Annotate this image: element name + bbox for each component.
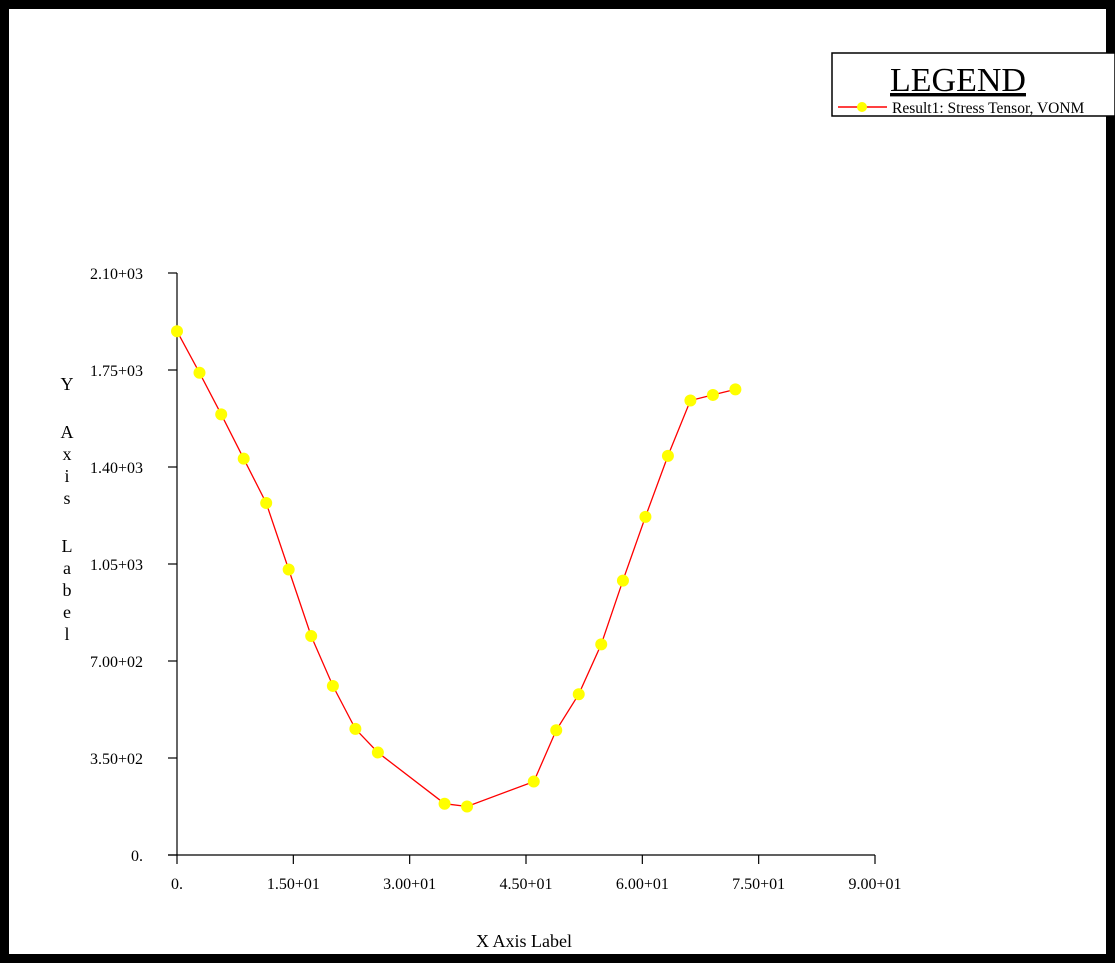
x-tick-label: 3.00+01 [383, 876, 436, 893]
legend-marker-swatch [857, 102, 867, 112]
data-point [550, 724, 563, 737]
data-point [706, 388, 719, 401]
x-tick-label: 6.00+01 [616, 876, 669, 893]
y-axis-label-char: A [61, 422, 74, 442]
y-tick-label: 2.10+03 [90, 266, 143, 283]
x-tick-label: 0. [171, 876, 183, 893]
data-point [371, 746, 384, 759]
y-tick-label: 1.05+03 [90, 557, 143, 574]
legend-box [831, 52, 1115, 117]
data-point [349, 722, 362, 735]
series-line [176, 330, 736, 808]
y-tick-label: 3.50+02 [90, 751, 143, 768]
y-tick-label: 7.00+02 [90, 654, 143, 671]
y-axis-label: Y Axis Label [61, 374, 74, 644]
y-axis-label-char: Y [61, 374, 74, 394]
x-tick-label: 7.50+01 [732, 876, 785, 893]
data-point [684, 394, 697, 407]
data-point [171, 325, 183, 338]
data-point [282, 563, 295, 576]
legend: LEGEND Result1: Stress Tensor, VONM [831, 52, 1115, 117]
y-axis-label-char: x [63, 444, 72, 464]
legend-title: LEGEND [890, 62, 1026, 99]
data-point [595, 638, 608, 651]
data-point [305, 630, 318, 643]
y-axis-label-char: i [64, 466, 69, 486]
data-point [527, 775, 540, 788]
y-axis-label-char: e [63, 602, 71, 622]
y-tick-label: 1.40+03 [90, 460, 143, 477]
data-point [237, 452, 250, 465]
x-tick-label: 1.50+01 [267, 876, 320, 893]
data-point [438, 797, 451, 810]
series-points [171, 325, 742, 813]
y-axis-label-char: b [63, 580, 72, 600]
y-ticks: 0. 3.50+02 7.00+02 1.05+03 1.40+03 1.75+03 2.1… [90, 266, 177, 865]
y-tick-label: 1.75+03 [90, 363, 143, 380]
y-axis-label-char: l [64, 624, 69, 644]
y-axis-label-char: s [63, 488, 70, 508]
data-point [326, 679, 339, 692]
legend-entry-label: Result1: Stress Tensor, VONM [892, 100, 1085, 117]
data-point [729, 383, 742, 396]
y-axis-label-char: L [62, 536, 73, 556]
data-point [260, 497, 273, 510]
data-point [661, 449, 674, 462]
data-point [639, 510, 652, 523]
data-point [193, 366, 206, 379]
y-axis-label-char: a [63, 558, 71, 578]
data-point [616, 574, 629, 587]
x-tick-label: 4.50+01 [499, 876, 552, 893]
data-point [461, 800, 474, 813]
x-axis-label: X Axis Label [476, 931, 572, 951]
data-point [215, 408, 228, 421]
x-ticks: 0. 1.50+01 3.00+01 4.50+01 6.00+01 7.50+01 9.0… [171, 855, 902, 893]
y-tick-label: 0. [131, 848, 143, 865]
data-point [572, 688, 585, 701]
x-tick-label: 9.00+01 [848, 876, 901, 893]
